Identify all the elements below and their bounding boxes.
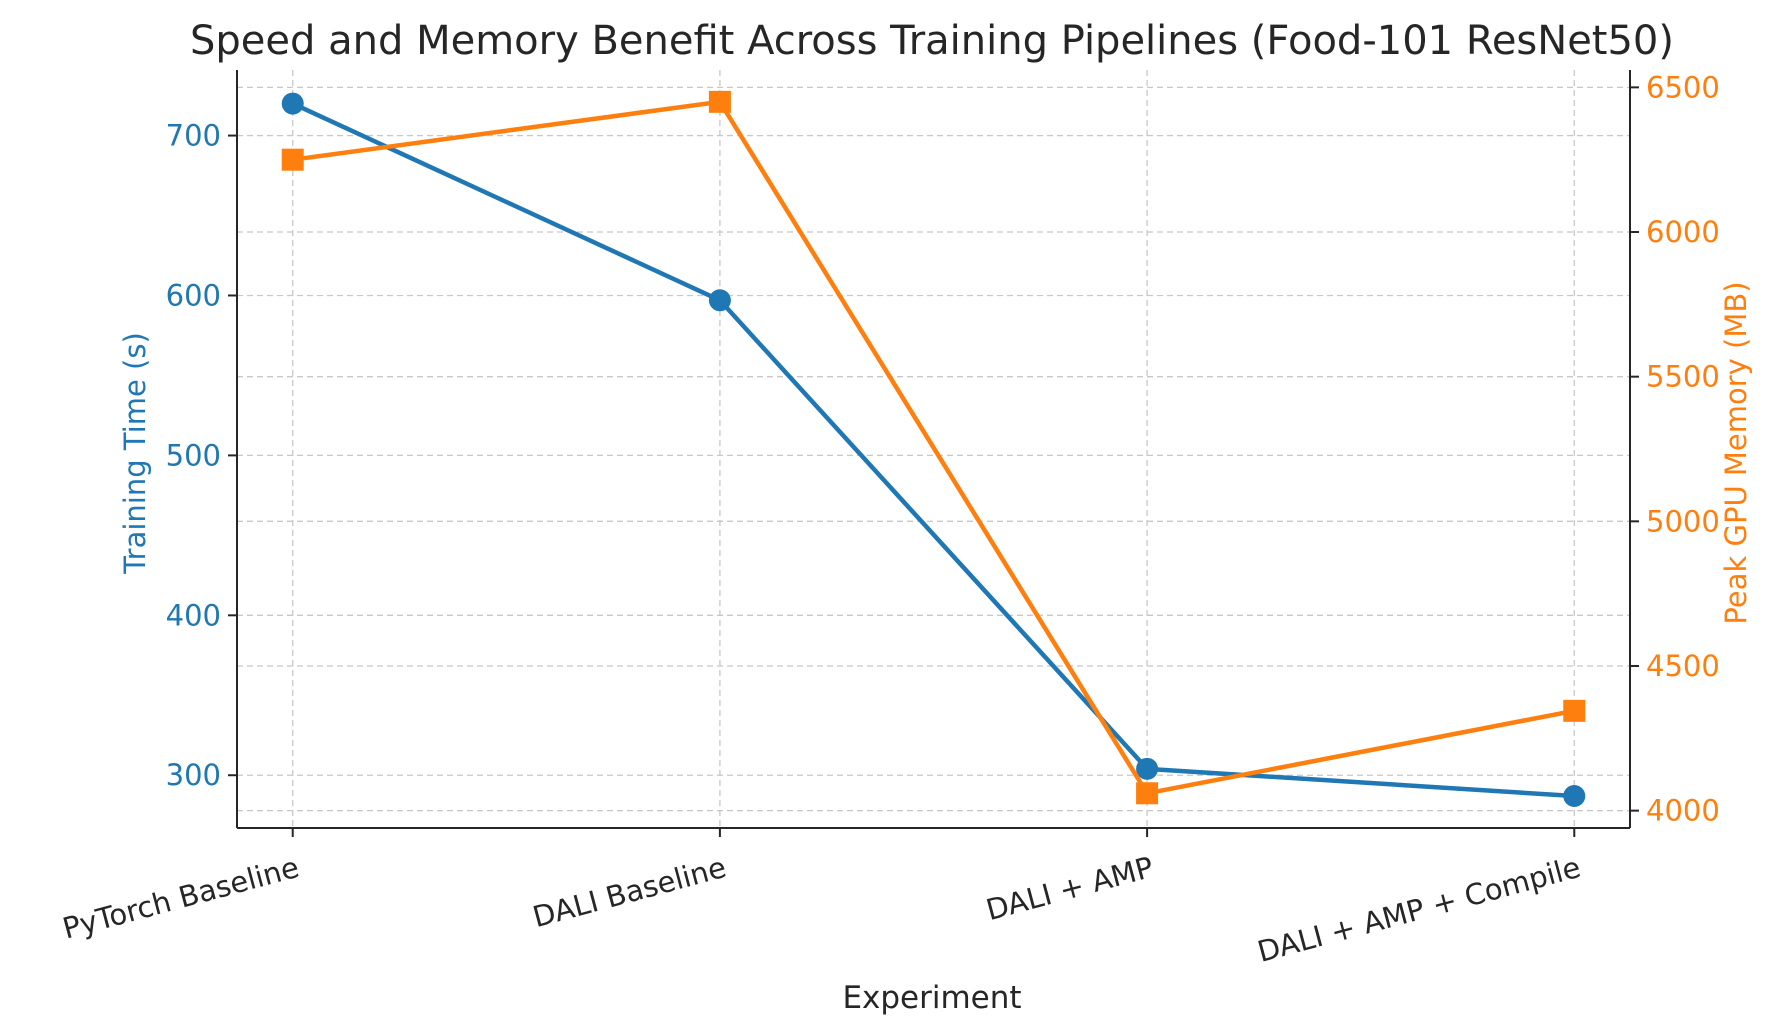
x-tick-label: DALI + AMP — [982, 850, 1156, 927]
right-tick-label: 5000 — [1646, 504, 1720, 538]
right-tick-label: 6000 — [1646, 215, 1720, 249]
data-point-left — [1563, 785, 1586, 808]
series-layer — [281, 90, 1586, 808]
axes-spines — [236, 70, 1631, 829]
x-axis-ticks: PyTorch Baseline DALI Baseline DALI + AMP D… — [59, 828, 1584, 969]
data-point-right — [1136, 782, 1159, 805]
data-point-left — [1136, 757, 1159, 780]
left-tick-label: 500 — [166, 438, 221, 472]
left-tick-label: 300 — [166, 758, 221, 792]
right-tick-label: 4000 — [1646, 794, 1720, 828]
data-point-right — [1563, 699, 1586, 722]
left-axis-title: Training Time (s) — [118, 332, 152, 575]
x-axis-title: Experiment — [842, 980, 1021, 1016]
right-axis-title: Peak GPU Memory (MB) — [1719, 281, 1753, 624]
left-axis-ticks: 300 400 500 600 700 — [166, 119, 237, 792]
x-tick-label: DALI Baseline — [529, 850, 730, 934]
left-tick-label: 700 — [166, 119, 221, 153]
right-tick-label: 5500 — [1646, 360, 1720, 394]
data-point-right — [281, 148, 304, 171]
data-point-left — [708, 289, 731, 312]
right-axis-ticks: 4000 4500 5000 5500 6000 6500 — [1630, 70, 1720, 828]
x-tick-label: DALI + AMP + Compile — [1254, 850, 1584, 969]
x-tick-label: PyTorch Baseline — [59, 850, 302, 946]
chart-title: Speed and Memory Benefit Across Training… — [190, 18, 1674, 64]
right-tick-label: 6500 — [1646, 70, 1720, 104]
series-right — [281, 90, 1586, 805]
left-tick-label: 600 — [166, 278, 221, 312]
data-point-right — [708, 90, 731, 113]
right-tick-label: 4500 — [1646, 649, 1720, 683]
data-point-left — [281, 92, 304, 115]
series-line-right — [290, 99, 1577, 796]
left-tick-label: 400 — [166, 598, 221, 632]
series-left — [281, 92, 1586, 808]
series-line-left — [290, 101, 1577, 799]
